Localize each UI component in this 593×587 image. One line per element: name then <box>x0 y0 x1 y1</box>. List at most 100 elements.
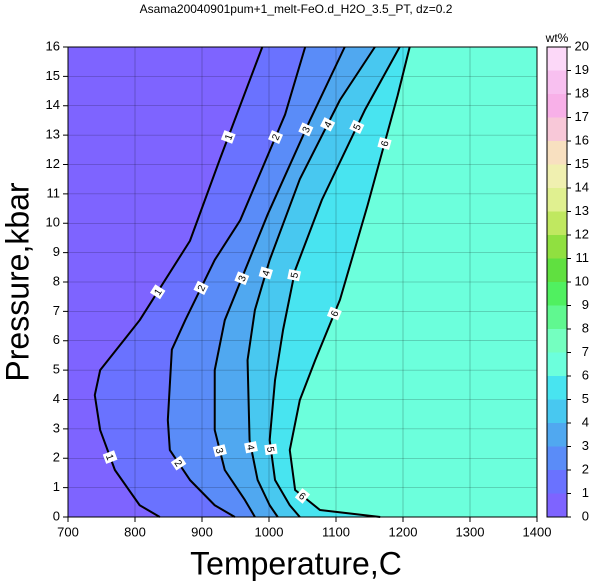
y-tick-label: 13 <box>46 127 60 142</box>
contour-label-box <box>287 269 302 282</box>
contour-label-group: 3 <box>213 444 227 457</box>
colorbar-tick-label: 12 <box>575 226 589 241</box>
x-tick-label: 1400 <box>523 524 552 539</box>
colorbar-segment <box>547 70 567 94</box>
x-axis-label: Temperature,C <box>190 545 402 581</box>
contour-label-box <box>349 119 365 134</box>
contour-label-group: 2 <box>170 455 187 471</box>
y-tick-label: 9 <box>53 244 60 259</box>
contour-label-group: 2 <box>268 130 284 144</box>
contour-label: 4 <box>244 444 256 452</box>
colorbar-segment <box>547 493 567 517</box>
x-tick-label: 800 <box>124 524 146 539</box>
colorbar-segment <box>547 141 567 165</box>
colorbar-segment <box>547 352 567 376</box>
contour-label-group: 5 <box>287 269 302 282</box>
contour-label: 3 <box>213 447 225 456</box>
contour-label-group: 4 <box>320 117 336 132</box>
contour-line <box>268 46 401 518</box>
contour-label: 6 <box>329 309 341 319</box>
x-tick-label: 1100 <box>322 524 350 539</box>
y-tick-label: 1 <box>53 479 60 494</box>
contour-label-box <box>234 271 250 286</box>
colorbar-tick-label: 17 <box>575 109 589 124</box>
contour-label: 1 <box>223 132 235 142</box>
contour-label: 6 <box>380 139 392 148</box>
colorbar-segment <box>547 470 567 494</box>
y-tick-label: 7 <box>53 303 60 318</box>
colorbar-tick-label: 10 <box>575 273 589 288</box>
contour-line <box>166 46 307 518</box>
colorbar-segment <box>547 399 567 423</box>
contour-label: 2 <box>196 283 209 293</box>
contour-label: 3 <box>301 125 313 135</box>
contour-label: 2 <box>270 132 282 142</box>
colorbar-segment <box>547 305 567 329</box>
colorbar-tick-label: 4 <box>582 414 589 429</box>
y-tick-label: 14 <box>46 97 60 112</box>
contour-label: 3 <box>237 274 249 284</box>
contour-label-box <box>258 266 273 280</box>
y-tick-label: 8 <box>53 273 60 288</box>
contour-label: 1 <box>103 453 115 462</box>
contour-label-box <box>320 117 336 132</box>
x-tick-label: 1200 <box>389 524 418 539</box>
colorbar-tick-label: 6 <box>582 367 589 382</box>
colorbar-tick-label: 15 <box>575 156 589 171</box>
y-tick-label: 5 <box>53 362 60 377</box>
y-tick-label: 10 <box>46 215 60 230</box>
contour-label-box <box>326 306 342 321</box>
colorbar-segment <box>547 164 567 188</box>
colorbar-segment <box>547 258 567 282</box>
colorbar-tick-label: 14 <box>575 179 589 194</box>
colorbar-segment <box>547 423 567 447</box>
contour-label: 5 <box>289 271 301 279</box>
contour-label-group: 1 <box>149 284 166 300</box>
contour-label-group: 3 <box>234 271 250 286</box>
colorbar-tick-label: 7 <box>582 344 589 359</box>
y-tick-label: 4 <box>53 391 60 406</box>
y-tick-label: 15 <box>46 68 60 83</box>
contour-label-box <box>298 122 314 137</box>
colorbar-segment <box>547 188 567 212</box>
contour-label-group: 2 <box>193 280 209 296</box>
x-tick-label: 1300 <box>456 524 485 539</box>
contour-label-group: 1 <box>102 450 118 464</box>
colorbar-segment <box>547 117 567 141</box>
contour-label-box <box>170 455 187 471</box>
colorbar-segment <box>547 94 567 118</box>
x-tick-label: 900 <box>191 524 213 539</box>
colorbar-tick-label: 3 <box>582 438 589 453</box>
contour-label-box <box>294 488 311 504</box>
contour-line <box>93 46 264 518</box>
contour-label-group: 1 <box>220 130 236 144</box>
contour-label-box <box>149 284 166 300</box>
contour-label-box <box>102 450 118 464</box>
contour-label: 4 <box>261 269 273 278</box>
colorbar-segment <box>547 446 567 470</box>
x-tick-label: 700 <box>57 524 79 539</box>
contour-label-group: 6 <box>377 137 392 150</box>
colorbar-tick-label: 0 <box>582 508 589 523</box>
y-tick-label: 2 <box>53 450 60 465</box>
y-tick-label: 6 <box>53 332 60 347</box>
contour-label: 4 <box>322 120 335 130</box>
contour-line <box>288 46 411 518</box>
contour-label-group: 5 <box>349 119 365 134</box>
chart-title: Asama20040901pum+1_melt-FeO.d_H2O_3.5_PT… <box>140 2 453 16</box>
contour-label-box <box>268 130 284 144</box>
colorbar-tick-label: 19 <box>575 62 589 77</box>
y-tick-label: 3 <box>53 420 60 435</box>
colorbar-tick-label: 20 <box>575 38 589 53</box>
x-tick-label: 1000 <box>255 524 284 539</box>
y-axis-label: Pressure,kbar <box>0 182 35 382</box>
colorbar-segment <box>547 282 567 306</box>
colorbar-tick-label: 5 <box>582 391 589 406</box>
contour-label: 5 <box>352 122 365 132</box>
colorbar-tick-label: 11 <box>576 250 590 265</box>
colorbar-segment <box>547 329 567 353</box>
y-tick-label: 0 <box>53 508 60 523</box>
contour-label-box <box>193 280 209 296</box>
contour-label-group: 5 <box>264 443 278 456</box>
